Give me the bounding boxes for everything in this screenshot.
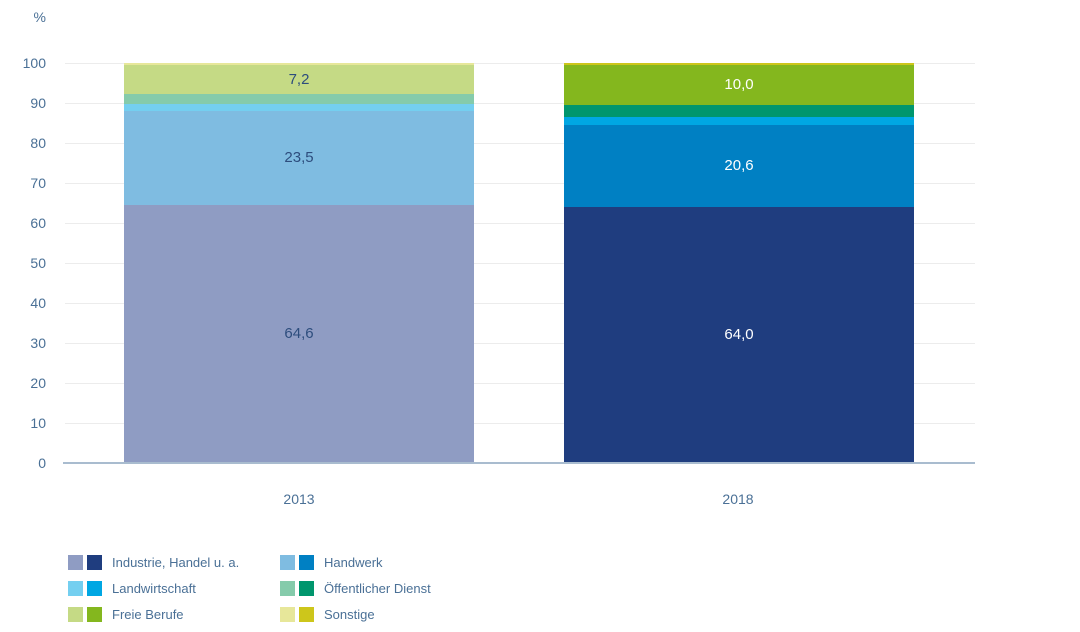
gridline-30 xyxy=(65,343,975,344)
gridline-70 xyxy=(65,183,975,184)
segment-industrie-handel-u-a-2013 xyxy=(124,204,474,463)
gridline-20 xyxy=(65,383,975,384)
legend-item-landwirtschaft: Landwirtschaft xyxy=(68,581,196,597)
y-tick-label-40: 40 xyxy=(30,295,46,311)
gridline-80 xyxy=(65,143,975,144)
y-tick-label-80: 80 xyxy=(30,135,46,151)
legend-swatch-2018-industrie-handel-u-a xyxy=(87,555,102,570)
y-tick-label-100: 100 xyxy=(22,55,46,71)
legend-item-industrie-handel-u-a: Industrie, Handel u. a. xyxy=(68,555,239,571)
legend-swatch-2013-landwirtschaft xyxy=(68,581,83,596)
bar-2018: 64,0 20,6 10,0 xyxy=(564,63,914,463)
legend-swatch-2018-handwerk xyxy=(299,555,314,570)
legend-swatch-2013-handwerk xyxy=(280,555,295,570)
y-tick-label-90: 90 xyxy=(30,95,46,111)
legend-item-öffentlicher-dienst: Öffentlicher Dienst xyxy=(280,581,431,597)
gridline-100 xyxy=(65,63,975,64)
segment-öffentlicher-dienst-2013 xyxy=(124,94,474,104)
segment-handwerk-2013 xyxy=(124,110,474,205)
y-tick-label-10: 10 xyxy=(30,415,46,431)
y-tick-label-30: 30 xyxy=(30,335,46,351)
legend-item-handwerk: Handwerk xyxy=(280,555,383,571)
gridline-10 xyxy=(65,423,975,424)
bar-value-label-handwerk-2018: 20,6 xyxy=(724,156,754,174)
bar-value-label-industrie-handel-u-a-2013: 64,6 xyxy=(284,324,314,342)
y-tick-label-20: 20 xyxy=(30,375,46,391)
segment-handwerk-2018 xyxy=(564,124,914,207)
segment-landwirtschaft-2013 xyxy=(124,103,474,111)
segment-landwirtschaft-2018 xyxy=(564,117,914,125)
legend-item-label: Öffentlicher Dienst xyxy=(324,581,431,596)
x-axis-baseline xyxy=(63,462,975,464)
legend-swatch-2018-sonstige xyxy=(299,607,314,622)
segment-freie-berufe-2018 xyxy=(564,65,914,105)
legend-swatch-2013-sonstige xyxy=(280,607,295,622)
y-tick-label-60: 60 xyxy=(30,215,46,231)
bar-value-label-freie-berufe-2013: 7,2 xyxy=(288,70,310,88)
legend-item-label: Industrie, Handel u. a. xyxy=(112,555,240,570)
x-axis-label-2018: 2018 xyxy=(722,491,754,507)
gridline-50 xyxy=(65,263,975,264)
y-tick-label-50: 50 xyxy=(30,255,46,271)
bar-value-label-handwerk-2013: 23,5 xyxy=(284,148,314,166)
legend-item-label: Landwirtschaft xyxy=(112,581,196,596)
legend-swatch-2018-landwirtschaft xyxy=(87,581,102,596)
gridline-40 xyxy=(65,303,975,304)
y-tick-label-0: 0 xyxy=(38,455,46,471)
legend-item-freie-berufe: Freie Berufe xyxy=(68,607,184,623)
gridline-90 xyxy=(65,103,975,104)
segment-sonstige-2013 xyxy=(124,63,474,66)
x-axis-label-2013: 2013 xyxy=(283,491,315,507)
legend-item-label: Handwerk xyxy=(324,555,383,570)
y-axis-unit-label: % xyxy=(33,9,46,25)
legend-swatch-2018-freie-berufe xyxy=(87,607,102,622)
y-tick-label-70: 70 xyxy=(30,175,46,191)
segment-industrie-handel-u-a-2018 xyxy=(564,207,914,463)
bar-value-label-freie-berufe-2018: 10,0 xyxy=(724,76,754,93)
legend-item-sonstige: Sonstige xyxy=(280,607,375,623)
legend-swatch-2018-öffentlicher-dienst xyxy=(299,581,314,596)
segment-freie-berufe-2013 xyxy=(124,65,474,95)
bar-2013: 64,6 23,5 7,2 xyxy=(124,63,474,463)
segment-sonstige-2018 xyxy=(564,63,914,65)
legend-swatch-2013-industrie-handel-u-a xyxy=(68,555,83,570)
legend-item-label: Sonstige xyxy=(324,607,375,622)
legend-swatch-2013-öffentlicher-dienst xyxy=(280,581,295,596)
gridline-60 xyxy=(65,223,975,224)
bar-value-label-industrie-handel-u-a-2018: 64,0 xyxy=(724,326,754,343)
segment-öffentlicher-dienst-2018 xyxy=(564,105,914,117)
legend-item-label: Freie Berufe xyxy=(112,607,184,622)
plot-area: 64,6 23,5 7,2 64,0 20,6 10,0 xyxy=(65,63,975,463)
legend-swatch-2013-freie-berufe xyxy=(68,607,83,622)
